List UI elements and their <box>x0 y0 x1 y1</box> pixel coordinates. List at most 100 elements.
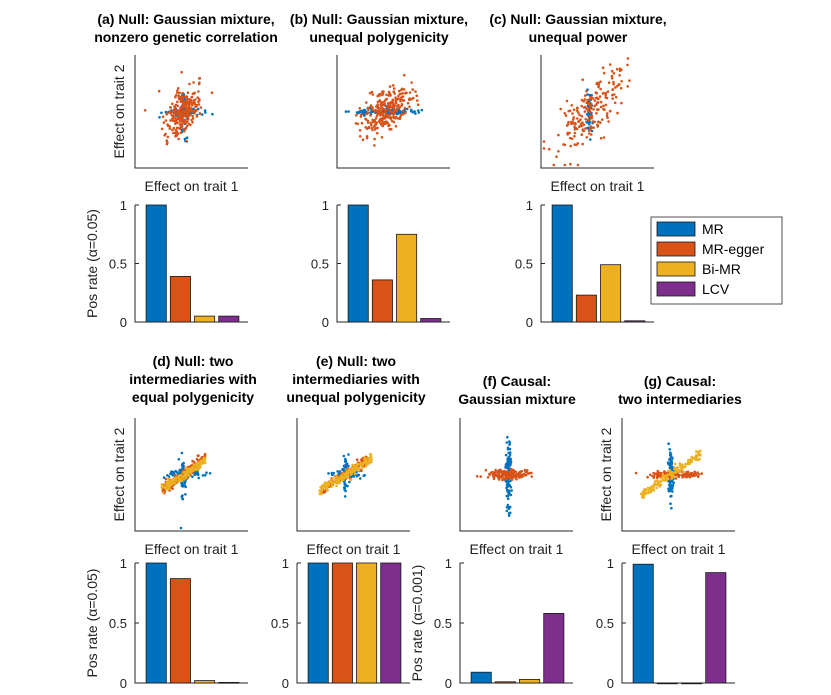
scatter-point <box>160 111 163 115</box>
bar-lcv <box>705 572 727 684</box>
scatter-point <box>175 134 179 137</box>
scatter-point <box>590 114 594 118</box>
scatter-point <box>510 478 514 481</box>
scatter-point <box>646 475 649 479</box>
scatter-axes <box>621 418 735 532</box>
scatter-point <box>506 503 510 507</box>
scatter-point <box>610 77 614 80</box>
scatter-point <box>181 120 184 123</box>
scatter-point <box>201 474 205 477</box>
scatter-point <box>663 475 667 479</box>
scatter-point <box>392 87 396 90</box>
scatter-point <box>362 461 366 464</box>
scatter-point <box>401 109 405 113</box>
scatter-point <box>384 98 388 101</box>
scatter-point <box>194 472 198 476</box>
legend-swatch-bi-mr <box>656 261 696 277</box>
bar-mr <box>551 204 573 323</box>
scatter-point <box>523 468 527 472</box>
scatter-point <box>326 488 329 492</box>
scatter-point <box>696 453 700 457</box>
scatter-point <box>570 137 574 141</box>
scatter-point <box>184 110 188 113</box>
panel-b-title-line: (b) Null: Gaussian mixture, <box>290 11 468 27</box>
panel-d-title-line: equal polygenicity <box>132 389 254 405</box>
scatter-point <box>178 471 181 475</box>
scatter-point <box>475 475 479 478</box>
scatter-point <box>365 101 368 104</box>
scatter-point <box>172 482 176 485</box>
scatter-point <box>563 112 567 115</box>
scatter-point <box>356 469 360 472</box>
scatter-point <box>179 109 182 113</box>
scatter-point <box>599 80 602 83</box>
scatter-point <box>191 459 194 463</box>
scatter-point <box>571 118 575 121</box>
scatter-point <box>667 469 670 473</box>
scatter-point <box>507 514 511 517</box>
scatter-point <box>607 81 611 84</box>
scatter-point <box>370 90 374 94</box>
scatter-point <box>505 506 509 509</box>
scatter-point <box>369 114 372 117</box>
bar-mr <box>307 562 329 684</box>
scatter-point <box>398 92 402 96</box>
scatter-point <box>396 112 400 115</box>
scatter-point <box>586 93 589 96</box>
scatter-point <box>671 484 675 487</box>
scatter-point <box>420 108 424 112</box>
scatter-point <box>195 115 199 118</box>
scatter-point <box>501 471 505 475</box>
scatter-point <box>581 142 584 146</box>
scatter-point <box>200 459 203 462</box>
scatter-point <box>176 104 179 108</box>
scatter-point <box>409 109 413 113</box>
scatter-point <box>671 490 674 493</box>
scatter-point <box>395 98 399 101</box>
scatter-point <box>416 99 419 102</box>
scatter-point <box>211 112 214 116</box>
scatter-point <box>177 94 180 97</box>
scatter-point <box>659 476 663 480</box>
scatter-point <box>612 80 615 84</box>
bar-mr <box>145 204 167 323</box>
scatter-point <box>380 106 383 109</box>
scatter-point <box>196 471 200 475</box>
panel-a-title-line: nonzero genetic correlation <box>94 29 278 45</box>
scatter-point <box>401 91 404 95</box>
scatter-point <box>364 117 367 121</box>
panel-g: (g) Causal: two intermediaries Effect on t… <box>596 373 742 691</box>
scatter-point <box>178 123 182 126</box>
scatter-point <box>526 469 529 472</box>
scatter-point <box>587 103 590 106</box>
y-tick-label: 0.5 <box>596 616 614 631</box>
scatter-point <box>563 143 567 147</box>
panel-e: (e) Null: two intermediaries with unequal … <box>271 353 426 691</box>
scatter-point <box>391 84 395 87</box>
scatter-point <box>597 108 600 111</box>
scatter-point <box>204 473 207 477</box>
scatter-point <box>370 460 373 464</box>
scatter-point <box>359 113 363 117</box>
scatter-point <box>164 477 168 481</box>
scatter-point <box>416 109 420 112</box>
y-tick-label: 0.5 <box>271 616 289 631</box>
legend-swatch-mr-egger <box>656 241 696 257</box>
scatter-point <box>388 105 391 108</box>
scatter-point <box>179 106 183 110</box>
scatter-point <box>590 102 593 106</box>
bar-bi-mr <box>600 264 622 323</box>
scatter-point <box>192 107 195 110</box>
scatter-point <box>620 101 623 105</box>
scatter-point <box>381 116 384 120</box>
scatter-point <box>382 123 385 126</box>
scatter-point <box>203 459 207 462</box>
scatter-point <box>336 481 339 484</box>
scatter-point <box>199 106 203 109</box>
bar-mr <box>632 563 654 684</box>
scatter-point <box>700 472 703 475</box>
scatter-point <box>583 94 587 97</box>
scatter-point <box>199 463 203 466</box>
scatter-point <box>613 101 617 105</box>
scatter-point <box>601 118 604 121</box>
